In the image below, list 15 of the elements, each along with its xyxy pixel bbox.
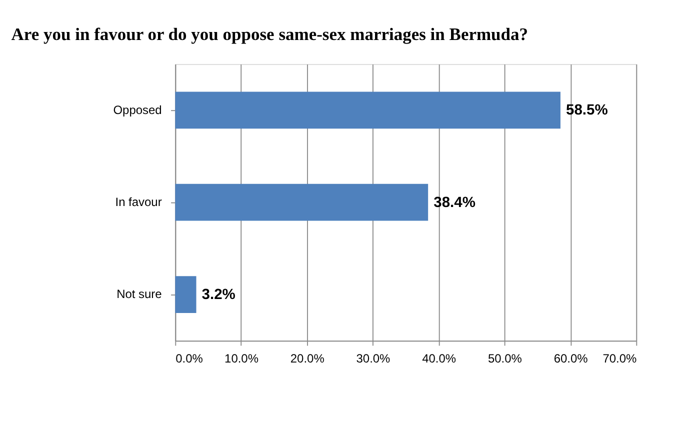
x-tick-label: 40.0% [422,351,456,366]
chart-title: Are you in favour or do you oppose same-sex marriages in Bermuda? [11,24,528,44]
x-tick-label: 70.0% [602,351,638,366]
data-label: 3.2% [202,287,236,304]
x-tick-label: 60.0% [554,351,588,366]
data-label: 38.4% [434,194,476,211]
x-tick-label: 0.0% [176,351,204,366]
x-tick-label: 20.0% [290,351,325,366]
y-tick-label: Not sure [116,287,162,302]
x-tick-label: 30.0% [356,351,391,366]
x-tick-label: 50.0% [488,351,522,366]
y-tick-label: In favour [115,195,162,210]
y-tick-label: Opposed [113,102,162,117]
data-label: 58.5% [566,102,608,119]
x-tick-label: 10.0% [224,351,259,366]
